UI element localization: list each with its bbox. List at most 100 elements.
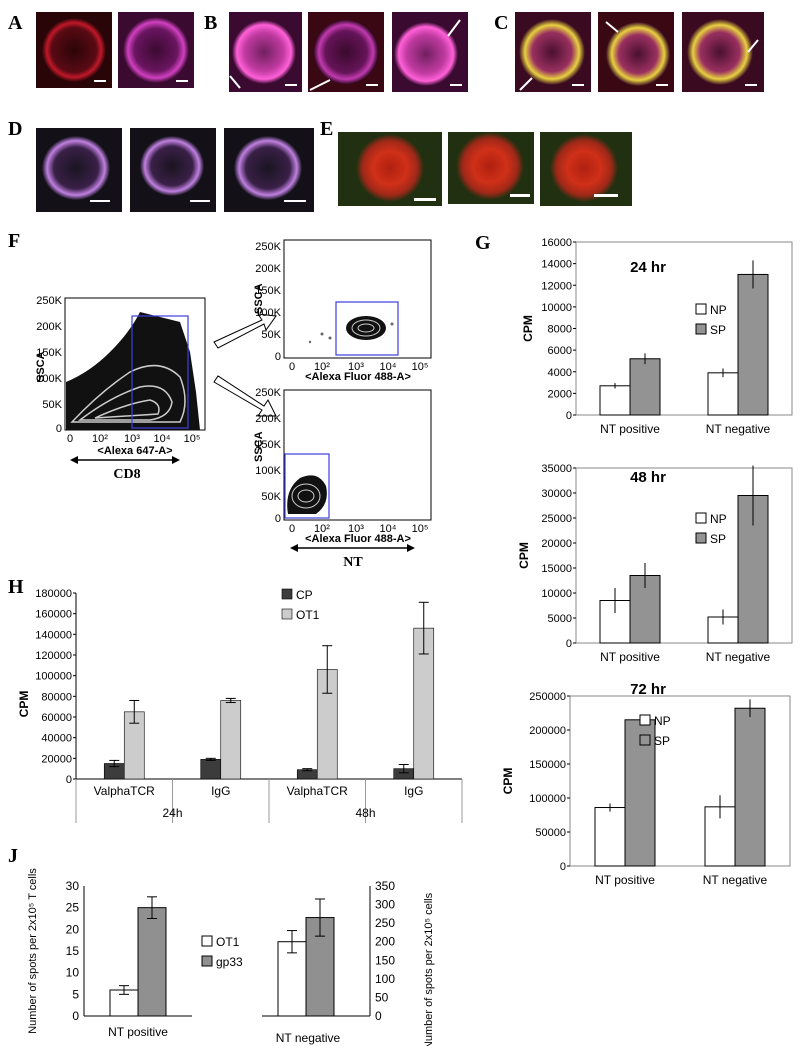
y-tick-label: 15000 bbox=[541, 563, 572, 575]
marker-label-cd8: CD8 bbox=[113, 467, 140, 482]
y-tick: 200K bbox=[255, 263, 281, 275]
arrow-icon bbox=[519, 77, 533, 91]
arrow-icon bbox=[213, 375, 277, 417]
arrow-icon bbox=[447, 19, 461, 37]
legend-label: CP bbox=[296, 588, 313, 602]
y-tick: 100K bbox=[255, 307, 281, 319]
scale-bar bbox=[94, 80, 106, 82]
panel-label-a: A bbox=[8, 12, 23, 34]
x-tick: 0 bbox=[67, 433, 73, 445]
legend-label: SP bbox=[654, 734, 670, 748]
x-tick-label: NT negative bbox=[276, 1031, 341, 1045]
y-tick-label: 150 bbox=[375, 953, 395, 967]
y-tick: 250K bbox=[255, 241, 281, 253]
y-tick: 100K bbox=[255, 465, 281, 477]
chart-title: 48 hr bbox=[630, 469, 666, 486]
legend-swatch bbox=[695, 303, 707, 315]
arrow-icon bbox=[309, 79, 331, 91]
density-contour bbox=[297, 489, 315, 503]
y-tick-label: 40000 bbox=[41, 733, 72, 745]
y-tick-label: 60000 bbox=[41, 712, 72, 724]
density-contour bbox=[291, 483, 321, 509]
x-tick: 10⁴ bbox=[380, 523, 397, 535]
y-tick-label: 16000 bbox=[541, 237, 572, 249]
x-group-label: 24h bbox=[162, 806, 182, 820]
y-tick-label: 5 bbox=[72, 987, 79, 1001]
cell-ring bbox=[456, 132, 524, 200]
y-tick-label: 0 bbox=[66, 774, 72, 786]
y-tick: 150K bbox=[255, 285, 281, 297]
gate-box bbox=[335, 301, 399, 356]
y-tick-label: 50 bbox=[375, 990, 389, 1004]
legend-swatch bbox=[639, 714, 651, 726]
chart-title: 72 hr bbox=[630, 681, 666, 698]
y-tick-label: 30 bbox=[66, 879, 80, 893]
scale-bar bbox=[366, 84, 378, 86]
flow-plot-nt-positive: SSCA 250K 200K 150K 100K 50K 0 0 10² 10³… bbox=[253, 239, 432, 383]
y-tick: 0 bbox=[275, 513, 281, 525]
legend-swatch bbox=[201, 935, 213, 947]
flow-plot-nt-negative: SSCA 250K 200K 150K 100K 50K 0 0 10² 10³… bbox=[253, 387, 432, 570]
y-tick-label: 8000 bbox=[548, 324, 572, 336]
x-tick: 10² bbox=[314, 361, 330, 373]
axis-x-label: <Alexa Fluor 488-A> bbox=[305, 371, 411, 383]
x-tick-label: NT positive bbox=[600, 650, 660, 664]
cell-ring bbox=[606, 22, 670, 86]
axis-y-label-right: Number of spots per 2x10⁵ cells bbox=[423, 892, 435, 1046]
y-tick-label: 250000 bbox=[529, 691, 566, 703]
y-tick-label: 10000 bbox=[541, 302, 572, 314]
x-tick: 10³ bbox=[348, 361, 364, 373]
y-tick: 50K bbox=[42, 399, 62, 411]
density-contour bbox=[351, 319, 381, 337]
bar bbox=[137, 907, 167, 1017]
x-tick: 10⁵ bbox=[412, 523, 429, 535]
axis-y-label-left: Number of spots per 2x10⁵ T cells bbox=[27, 868, 39, 1034]
scale-bar bbox=[190, 200, 210, 202]
scale-bar bbox=[572, 84, 584, 86]
axis-x-label: <Alexa 647-A> bbox=[97, 445, 172, 457]
x-group-label: 48h bbox=[355, 806, 375, 820]
x-tick: 10² bbox=[314, 523, 330, 535]
y-tick: 250K bbox=[255, 387, 281, 399]
chart-g-24hr: 0 2000 4000 6000 8000 10000 12000 14000 16000 CPM… bbox=[521, 237, 793, 436]
axis-y-label: CPM bbox=[517, 542, 531, 569]
y-tick-label: 150000 bbox=[529, 759, 566, 771]
axis-y-label: SSCA bbox=[253, 283, 265, 314]
y-tick: 0 bbox=[275, 351, 281, 363]
y-tick-label: 0 bbox=[566, 410, 572, 422]
density-contour bbox=[357, 323, 375, 333]
x-tick-label: NT negative bbox=[703, 873, 768, 887]
y-tick: 50K bbox=[261, 491, 281, 503]
x-tick-label: NT negative bbox=[706, 650, 771, 664]
y-tick: 100K bbox=[36, 373, 62, 385]
scale-bar bbox=[285, 84, 297, 86]
y-tick-label: 300 bbox=[375, 898, 395, 912]
y-tick: 50K bbox=[261, 329, 281, 341]
y-tick-label: 0 bbox=[375, 1009, 382, 1023]
y-tick-label: 200000 bbox=[529, 725, 566, 737]
x-tick: 10⁵ bbox=[412, 361, 429, 373]
y-tick-label: 180000 bbox=[35, 588, 72, 600]
y-tick-label: 25000 bbox=[541, 513, 572, 525]
scale-bar bbox=[510, 194, 530, 197]
panel-label-e: E bbox=[320, 118, 334, 140]
scale-bar bbox=[656, 84, 668, 86]
cell-ring bbox=[314, 20, 378, 84]
cell-ring bbox=[140, 136, 204, 196]
y-tick-label: 0 bbox=[566, 638, 572, 650]
panel-label-j: J bbox=[8, 845, 18, 867]
panel-label-h: H bbox=[8, 576, 24, 598]
y-tick-label: 2000 bbox=[548, 388, 572, 400]
x-tick-label: NT positive bbox=[108, 1025, 168, 1039]
y-tick: 200K bbox=[255, 413, 281, 425]
cell-ring bbox=[687, 19, 753, 85]
micrograph-panels bbox=[36, 12, 764, 212]
x-tick: 10⁴ bbox=[154, 433, 171, 445]
y-tick-label: 20000 bbox=[41, 753, 72, 765]
plot-frame bbox=[569, 695, 791, 867]
chart-h: 0 20000 40000 60000 80000 100000 120000 140000 1… bbox=[17, 588, 463, 823]
y-tick: 150K bbox=[255, 439, 281, 451]
axis-x-label: <Alexa Fluor 488-A> bbox=[305, 533, 411, 545]
legend-label: OT1 bbox=[216, 935, 240, 949]
cell-ring bbox=[394, 22, 458, 86]
